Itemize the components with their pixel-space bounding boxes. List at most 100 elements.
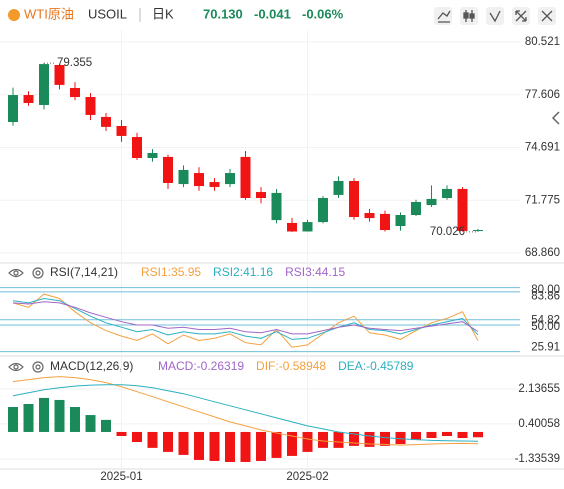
macd-bar	[287, 431, 297, 456]
draw-button[interactable]	[486, 7, 504, 25]
candle-body	[457, 188, 468, 231]
legend-value: 35.95	[171, 265, 201, 279]
candle-body	[333, 180, 344, 195]
candle-body	[23, 95, 34, 103]
y-tick-label: -1.33539	[515, 453, 560, 465]
legend-value: -0.26319	[197, 359, 245, 373]
legend-name: DIF:	[256, 359, 279, 373]
y-tick-label: 77.606	[525, 89, 560, 101]
candle-body	[349, 180, 359, 217]
macd-bar	[178, 431, 189, 455]
legend-entry: RSI2:41.16	[213, 265, 273, 279]
candle-body	[318, 197, 328, 223]
price-change: -0.041	[254, 6, 291, 21]
x-tick-label: 2025-01	[100, 471, 142, 483]
expand-arrow[interactable]	[551, 111, 560, 125]
indicator-line	[12, 297, 479, 340]
macd-bar	[132, 431, 142, 443]
y-tick-label: 50.00	[531, 321, 560, 333]
indicator-line	[12, 293, 479, 348]
symbol-name[interactable]: WTI原油	[24, 6, 74, 21]
visibility-button[interactable]	[8, 268, 24, 278]
y-tick-label: 0.40058	[518, 418, 560, 430]
macd-bar	[163, 431, 173, 452]
y-tick-label: 74.691	[525, 142, 560, 154]
toolbar	[434, 7, 556, 25]
legend-value: -0.58948	[279, 359, 327, 373]
symbol-code: USOIL	[88, 6, 127, 21]
fullscreen-button[interactable]	[512, 7, 530, 25]
macd-icons	[8, 361, 44, 373]
candle-body	[8, 95, 18, 122]
y-tick-label: 54.82	[531, 315, 560, 327]
y-tick-label: 25.91	[531, 342, 560, 354]
y-tick-label: 80.00	[531, 284, 560, 296]
macd-bar	[302, 431, 313, 452]
macd-bar	[380, 431, 390, 446]
candle-body	[240, 156, 251, 198]
candle-body	[85, 97, 96, 115]
candle-body	[302, 222, 313, 232]
macd-bar	[318, 431, 328, 448]
macd-bar	[23, 403, 34, 432]
candle-style-button[interactable]	[460, 7, 478, 25]
candle-body	[256, 192, 266, 198]
legend-entry: DEA:-0.45789	[338, 359, 414, 373]
legend-entry: RSI1:35.95	[141, 265, 201, 279]
y-tick-label: 68.860	[525, 247, 560, 259]
legend-name: RSI3:	[285, 265, 315, 279]
close-button[interactable]	[538, 7, 556, 25]
macd-bar	[116, 431, 127, 436]
candle-body	[54, 64, 65, 85]
candle-body	[101, 116, 111, 127]
candle-body	[132, 137, 142, 159]
candle-body	[380, 213, 390, 231]
candle-body	[411, 201, 421, 216]
settings-button[interactable]	[32, 267, 44, 279]
candle-body	[39, 64, 49, 105]
legend-value: -0.45789	[366, 359, 414, 373]
macd-bar	[209, 431, 220, 461]
macd-bar	[256, 431, 266, 461]
candle-body	[271, 192, 282, 221]
legend-entry: RSI3:44.15	[285, 265, 345, 279]
macd-bar	[349, 431, 359, 446]
macd-bar	[457, 431, 468, 439]
candle-body	[70, 87, 80, 98]
x-tick-label: 2025-02	[286, 471, 328, 483]
last-price: 70.130	[203, 6, 243, 21]
indicator-line	[12, 301, 479, 335]
candle-body	[209, 182, 220, 187]
period[interactable]: 日K	[152, 6, 174, 21]
macd-bar	[147, 431, 158, 448]
candle-body	[225, 173, 235, 185]
macd-bar	[70, 407, 80, 432]
legend-name: DEA:	[338, 359, 366, 373]
rsi-icons	[8, 267, 44, 279]
legend-name: MACD:	[158, 359, 197, 373]
y-tick-label: 80.521	[525, 36, 560, 48]
macd-bar	[473, 431, 483, 438]
macd-bar	[240, 431, 251, 462]
macd-bar	[101, 419, 111, 432]
macd-bar	[395, 431, 406, 445]
candle-body	[147, 152, 158, 159]
macd-bar	[426, 431, 437, 439]
visibility-button[interactable]	[8, 362, 24, 372]
legend-value: 41.16	[243, 265, 273, 279]
macd-bar	[364, 431, 375, 447]
legend-name: RSI1:	[141, 265, 171, 279]
indicator-button[interactable]	[434, 7, 452, 25]
macd-bar	[333, 431, 344, 448]
indicator-line	[12, 376, 479, 446]
candle-body	[395, 215, 406, 227]
legend-value: 44.15	[315, 265, 345, 279]
candle-body	[442, 188, 452, 198]
macd-bar	[271, 431, 282, 458]
min-low-label: 70.026	[430, 226, 465, 238]
settings-button[interactable]	[32, 361, 44, 373]
candle-body	[473, 230, 483, 232]
candle-body	[426, 198, 437, 206]
